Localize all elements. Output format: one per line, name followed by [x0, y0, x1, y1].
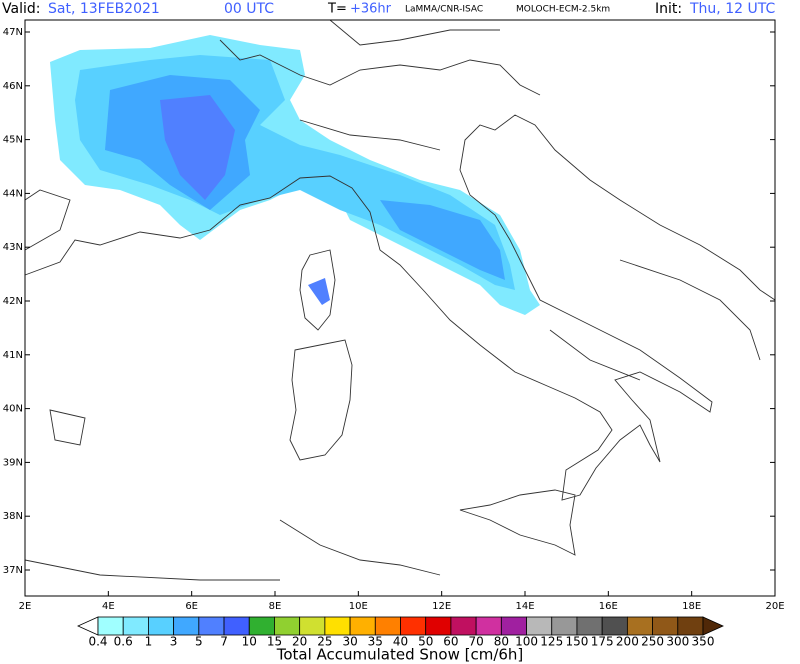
model: MOLOCH-ECM-2.5km [516, 5, 610, 15]
lon-label: 16E [599, 601, 618, 612]
colorbar-label: 10 [242, 635, 257, 649]
lat-label: 44N [3, 188, 23, 199]
colorbar-box [626, 616, 653, 636]
lon-label: 18E [682, 601, 701, 612]
colorbar-label: 3 [170, 635, 178, 649]
lon-label: 10E [349, 601, 368, 612]
colorbar-title: Total Accumulated Snow [cm/6h] [276, 646, 524, 664]
colorbar-label: 30 [342, 635, 357, 649]
snow-field [50, 35, 540, 315]
lead-time: +36hr [350, 2, 392, 17]
colorbar-end [702, 616, 724, 636]
lon-label: 2E [19, 601, 32, 612]
colorbar-label: 15 [267, 635, 282, 649]
colorbar-box [526, 616, 553, 636]
lead-label: T= [327, 2, 347, 17]
colorbar-label: 25 [317, 635, 332, 649]
colorbar-box [248, 616, 275, 636]
init-time: Thu, 12 UTC [689, 1, 775, 17]
colorbar-label: 125 [540, 635, 563, 649]
colorbar-box [274, 616, 301, 636]
colorbar-box [198, 616, 225, 636]
colorbar-label: 35 [368, 635, 383, 649]
colorbar-label: 5 [195, 635, 203, 649]
colorbar-label: 150 [566, 635, 589, 649]
lat-label: 38N [3, 511, 23, 522]
lat-label: 43N [3, 242, 23, 253]
lat-label: 42N [3, 296, 23, 307]
colorbar-box [97, 616, 124, 636]
lat-label: 39N [3, 457, 23, 468]
lon-label: 14E [515, 601, 534, 612]
lat-label: 37N [3, 565, 23, 576]
colorbar-label: 0.6 [114, 635, 133, 649]
colorbar-box [299, 616, 326, 636]
valid-date: Sat, 13FEB2021 [48, 1, 160, 17]
colorbar-label: 20 [292, 635, 307, 649]
colorbar-box [677, 616, 704, 636]
init-label: Init: [655, 1, 682, 17]
colorbar-box [652, 616, 679, 636]
colorbar-label: 100 [515, 635, 538, 649]
colorbar-label: 7 [220, 635, 228, 649]
lat-label: 47N [3, 27, 23, 38]
lat-label: 46N [3, 81, 23, 92]
lat-label: 40N [3, 404, 23, 415]
colorbar-box [601, 616, 628, 636]
lon-label: 8E [269, 601, 282, 612]
colorbar-box [374, 616, 401, 636]
colorbar-label: 60 [443, 635, 458, 649]
valid-label: Valid: [2, 1, 40, 17]
colorbar-box [400, 616, 427, 636]
colorbar-label: 0.4 [88, 635, 107, 649]
colorbar-box [173, 616, 200, 636]
colorbar-box [148, 616, 175, 636]
map-frame [24, 19, 776, 597]
colorbar-box [500, 616, 527, 636]
lat-label: 41N [3, 350, 23, 361]
colorbar-label: 200 [616, 635, 639, 649]
lon-label: 4E [102, 601, 115, 612]
colorbar-box [450, 616, 477, 636]
coastline [24, 19, 776, 581]
colorbar-label: 50 [418, 635, 433, 649]
colorbar-box [475, 616, 502, 636]
lon-label: 6E [185, 601, 198, 612]
colorbar-box [324, 616, 351, 636]
colorbar-label: 1 [145, 635, 153, 649]
lon-label: 12E [432, 601, 451, 612]
colorbar-box [223, 616, 250, 636]
source: LaMMA/CNR-ISAC [405, 5, 483, 15]
colorbar-box [349, 616, 376, 636]
lon-label: 20E [765, 601, 784, 612]
colorbar-label: 250 [641, 635, 664, 649]
valid-time: 00 UTC [224, 1, 274, 17]
lat-label: 45N [3, 135, 23, 146]
colorbar-label: 300 [666, 635, 689, 649]
colorbar-box [122, 616, 149, 636]
colorbar-label: 40 [393, 635, 408, 649]
colorbar-box [425, 616, 452, 636]
colorbar-label: 80 [494, 635, 509, 649]
colorbar-label: 175 [591, 635, 614, 649]
colorbar-label: 70 [468, 635, 483, 649]
colorbar-label: 350 [692, 635, 715, 649]
colorbar-box [576, 616, 603, 636]
colorbar-box [551, 616, 578, 636]
